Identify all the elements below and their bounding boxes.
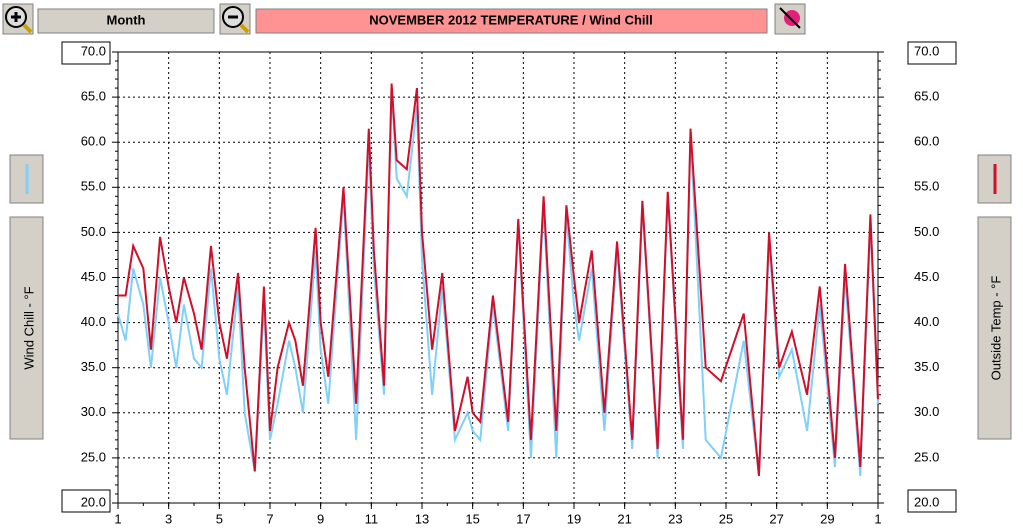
x-tick-label: 23 [668,511,682,526]
y-max-box [61,41,111,65]
x-tick-label: 1 [874,511,881,526]
left-axis-panel [9,216,44,440]
y-tick-label: 70.0 [81,43,106,58]
y-tick-label: 45.0 [81,269,106,284]
y-tick-label: 25.0 [81,449,106,464]
x-tick-label: 7 [266,511,273,526]
right-axis-panel [977,216,1012,440]
y2-max-box [907,41,957,65]
x-tick-label: 5 [216,511,223,526]
y-tick-label: 55.0 [81,179,106,194]
y-tick-label: 30.0 [81,404,106,419]
y-axis-label: Wind Chill - °F [21,286,36,369]
y2-tick-label: 40.0 [914,314,939,329]
y2-tick-label: 70.0 [914,43,939,58]
y-tick-label: 50.0 [81,224,106,239]
x-tick-label: 25 [719,511,733,526]
x-tick-label: 3 [165,511,172,526]
y-tick-label: 20.0 [81,494,106,509]
settings-button[interactable] [774,3,806,35]
range-button[interactable]: Month [37,8,215,34]
right-legend-button[interactable] [977,154,1012,204]
x-tick-label: 15 [465,511,479,526]
x-tick-label: 29 [820,511,834,526]
y2-tick-label: 35.0 [914,359,939,374]
zoom-out-button[interactable] [219,3,251,35]
y2-tick-label: 30.0 [914,404,939,419]
y-min-box [61,489,111,513]
series-line [117,88,879,477]
y2-tick-label: 65.0 [914,89,939,104]
x-tick-label: 21 [617,511,631,526]
y2-axis-label: Outside Temp - °F [988,276,1003,381]
x-tick-label: 9 [317,511,324,526]
chart-title: NOVEMBER 2012 TEMPERATURE / Wind Chill [369,12,653,27]
series-line [118,83,879,477]
y2-tick-label: 20.0 [914,494,939,509]
y-tick-label: 35.0 [81,359,106,374]
y2-tick-label: 60.0 [914,134,939,149]
x-tick-label: 27 [769,511,783,526]
x-tick-label: 1 [114,511,121,526]
y2-tick-label: 45.0 [914,269,939,284]
zoom-in-button[interactable] [2,3,34,35]
y2-tick-label: 55.0 [914,179,939,194]
y-tick-label: 40.0 [81,314,106,329]
y-tick-label: 60.0 [81,134,106,149]
plot-frame [117,51,879,504]
range-label: Month [107,12,146,27]
x-tick-label: 13 [415,511,429,526]
left-legend-button[interactable] [9,154,44,204]
y2-tick-label: 50.0 [914,224,939,239]
x-tick-label: 11 [365,511,379,526]
title-bar [255,8,768,34]
x-tick-label: 19 [567,511,581,526]
x-tick-label: 17 [516,511,530,526]
y2-min-box [907,489,957,513]
y-tick-label: 65.0 [81,89,106,104]
y2-tick-label: 25.0 [914,449,939,464]
